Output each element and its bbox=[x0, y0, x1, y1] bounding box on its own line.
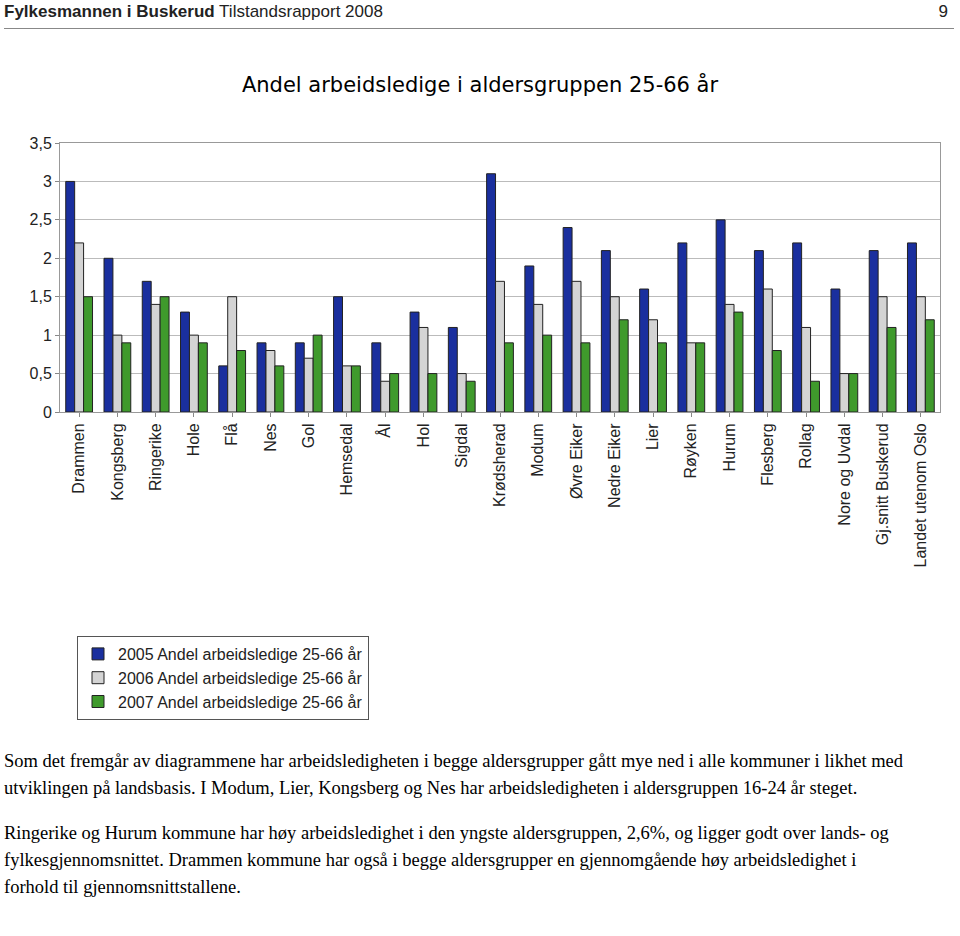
svg-text:Ål: Ål bbox=[375, 423, 393, 437]
svg-text:Kongsberg: Kongsberg bbox=[109, 423, 126, 500]
svg-text:1,5: 1,5 bbox=[30, 288, 52, 305]
svg-text:Nore og Uvdal: Nore og Uvdal bbox=[836, 423, 853, 525]
html-text:9: 9 bbox=[938, 2, 948, 21]
svg-text:Hemsedal: Hemsedal bbox=[338, 423, 355, 495]
svg-text:Sigdal: Sigdal bbox=[453, 423, 470, 467]
svg-text:Ringerike: Ringerike bbox=[147, 423, 164, 491]
svg-text:Landet utenom Oslo: Landet utenom Oslo bbox=[912, 423, 929, 567]
svg-text:Krødsherad: Krødsherad bbox=[491, 423, 508, 507]
svg-text:Andel arbeidsledige i aldersgr: Andel arbeidsledige i aldersgruppen 25-6… bbox=[242, 72, 719, 97]
svg-text:2: 2 bbox=[43, 250, 52, 267]
svg-text:3,5: 3,5 bbox=[30, 135, 52, 152]
svg-text:Røyken: Røyken bbox=[683, 423, 700, 478]
svg-text:Drammen: Drammen bbox=[70, 423, 87, 493]
svg-text:Gol: Gol bbox=[300, 423, 317, 448]
svg-text:Flesberg: Flesberg bbox=[759, 423, 776, 485]
svg-text:Lier: Lier bbox=[644, 423, 661, 450]
svg-text:Nedre Eiker: Nedre Eiker bbox=[606, 423, 623, 508]
svg-text:0,5: 0,5 bbox=[30, 365, 52, 382]
svg-text:2006 Andel arbeidsledige 25-66: 2006 Andel arbeidsledige 25-66 år bbox=[118, 670, 362, 687]
html-text:Ringerike og Hurum kommune har: Ringerike og Hurum kommune har høy arbei… bbox=[4, 823, 889, 897]
svg-text:Rollag: Rollag bbox=[797, 423, 814, 468]
svg-text:Modum: Modum bbox=[529, 423, 546, 476]
svg-text:Hol: Hol bbox=[415, 423, 432, 447]
svg-text:2005 Andel arbeidsledige 25-66: 2005 Andel arbeidsledige 25-66 år bbox=[118, 646, 362, 663]
svg-text:Hurum: Hurum bbox=[721, 423, 738, 471]
svg-text:Hole: Hole bbox=[185, 423, 202, 456]
svg-text:Øvre Eiker: Øvre Eiker bbox=[568, 423, 585, 499]
html-text:Fylkesmannen i Buskerud Tilsta: Fylkesmannen i Buskerud Tilstandsrapport… bbox=[4, 2, 383, 21]
svg-text:2007 Andel arbeidsledige 25-66: 2007 Andel arbeidsledige 25-66 år bbox=[118, 694, 362, 711]
html-text:Som det fremgår av diagrammene: Som det fremgår av diagrammene har arbei… bbox=[4, 751, 903, 798]
svg-text:2,5: 2,5 bbox=[30, 211, 52, 228]
svg-text:Flå: Flå bbox=[223, 423, 240, 445]
svg-text:Nes: Nes bbox=[262, 423, 279, 451]
svg-text:0: 0 bbox=[43, 404, 52, 421]
svg-text:1: 1 bbox=[43, 327, 52, 344]
svg-text:Gj.snitt Buskerud: Gj.snitt Buskerud bbox=[874, 423, 891, 545]
svg-text:3: 3 bbox=[43, 173, 52, 190]
